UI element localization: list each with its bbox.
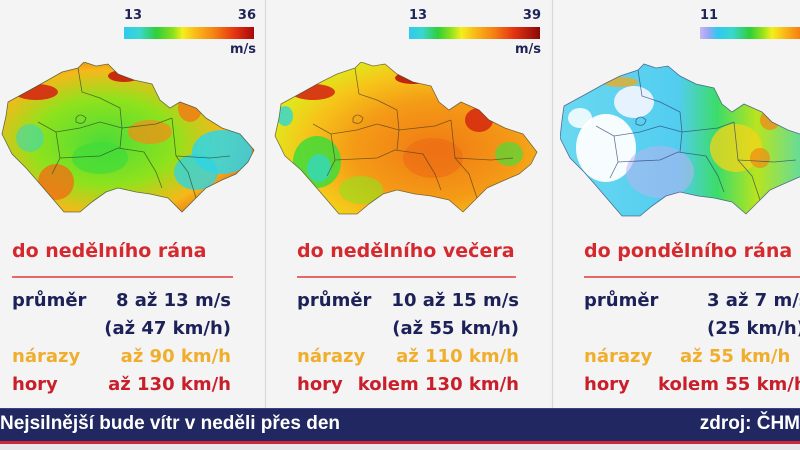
legend-min: 11 <box>700 8 719 23</box>
period-heading: do pondělního rána <box>584 240 793 262</box>
legend-color-bar <box>124 27 254 39</box>
heading-rule <box>12 276 233 278</box>
period-heading: do nedělního rána <box>12 240 207 262</box>
average-value: 10 až 15 m/s <box>391 290 519 311</box>
average-kmh: (až 47 km/h) <box>104 318 231 339</box>
ticker-source: zdroj: ČHM <box>699 413 800 434</box>
legend-color-bar <box>409 27 540 39</box>
czech-wind-map <box>560 63 800 217</box>
gusts-value: až 55 km/h <box>680 346 791 367</box>
mountains-label: hory <box>584 374 630 395</box>
gusts-label: nárazy <box>12 346 81 367</box>
average-label: průměr <box>12 290 87 311</box>
mountains-label: hory <box>297 374 343 395</box>
average-value: 3 až 7 m/s <box>707 290 800 311</box>
bottom-strip <box>0 444 800 450</box>
gusts-value: až 90 km/h <box>120 346 231 367</box>
legend-max: 39 <box>522 8 541 23</box>
legend-min: 13 <box>409 8 428 23</box>
gusts-label: nárazy <box>584 346 653 367</box>
heading-rule <box>584 276 800 278</box>
average-kmh: (25 km/h) <box>707 318 800 339</box>
panel-monday-morning: 11 <box>554 0 800 408</box>
news-ticker: Nejsilnější bude vítr v neděli přes den … <box>0 408 800 444</box>
legend-unit: m/s <box>229 42 256 57</box>
mountains-label: hory <box>12 374 58 395</box>
average-label: průměr <box>297 290 372 311</box>
legend-max: 36 <box>237 8 256 23</box>
czech-wind-map <box>274 62 538 215</box>
ticker-accent-line <box>0 441 800 444</box>
heading-rule <box>297 276 516 278</box>
panel-divider <box>265 0 266 408</box>
ticker-headline: Nejsilnější bude vítr v neděli přes den <box>0 413 340 434</box>
gusts-value: až 110 km/h <box>396 346 519 367</box>
mountains-value: kolem 55 km/h <box>658 374 800 395</box>
panel-divider <box>552 0 553 408</box>
mountains-value: kolem 130 km/h <box>357 374 519 395</box>
average-label: průměr <box>584 290 659 311</box>
average-kmh: (až 55 km/h) <box>392 318 519 339</box>
gusts-label: nárazy <box>297 346 366 367</box>
legend-color-bar <box>700 27 800 39</box>
panel-sunday-evening: 13 39 m/s <box>267 0 550 408</box>
legend-unit: m/s <box>514 42 541 57</box>
czech-wind-map <box>1 62 255 213</box>
period-heading: do nedělního večera <box>297 240 515 262</box>
legend-min: 13 <box>124 8 143 23</box>
panel-sunday-morning: 13 36 m/s <box>0 0 264 408</box>
average-value: 8 až 13 m/s <box>115 290 231 311</box>
mountains-value: až 130 km/h <box>108 374 231 395</box>
